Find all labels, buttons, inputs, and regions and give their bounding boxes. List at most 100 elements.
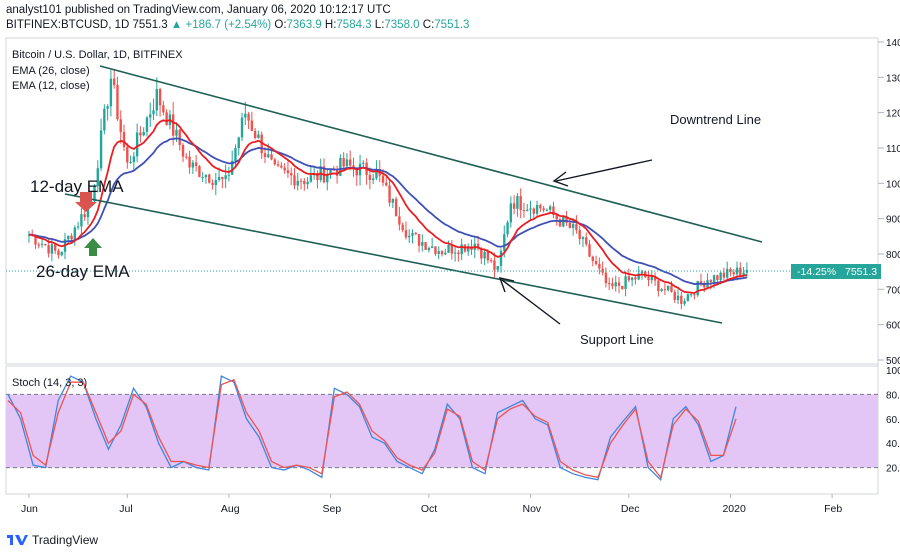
candle-body [585,237,588,245]
candle-body [112,78,116,85]
ema12-annotation: 12-day EMA [30,177,124,196]
candle-body [548,206,552,210]
candle-body [352,165,355,169]
price-tick-label: 11000.0 [886,144,900,155]
last-price-tag [791,264,881,279]
candle-body [276,164,280,166]
candle-body [657,280,660,292]
candle-body [519,196,522,211]
candle-body [86,205,90,218]
stoch-tick-label: 20.00 [886,464,900,475]
candle-body [391,199,395,203]
candle-body [355,168,358,176]
candle-body [427,248,431,250]
candle-body [181,145,185,157]
candle-body [394,199,398,217]
ema12-marker-arrow-icon [75,192,97,212]
price-pane [5,37,879,365]
candle-body [208,174,211,183]
candle-body [539,204,542,209]
candle-body [230,160,234,175]
legend-title: Bitcoin / U.S. Dollar, 1D, BITFINEX [12,49,183,61]
downtrend-label: Downtrend Line [670,112,761,127]
candle-body [686,294,690,301]
candle-body [696,280,699,296]
candle-body [729,268,732,273]
time-tick-label: Dec [621,503,640,515]
candle-body [290,173,293,176]
price-tick-label: 5000.0 [886,356,900,367]
candle-body [270,154,273,160]
candle-body [601,268,604,273]
candle-body [227,174,231,176]
candle-body [50,244,54,254]
price-tick-label: 9000.0 [886,215,900,226]
candle-body [637,273,640,280]
time-tick-label: Sep [323,503,342,515]
candle-body [699,280,703,284]
ema26-marker-arrow-icon [84,238,102,256]
ema26-annotation: 26-day EMA [36,262,130,281]
candle-body [126,147,129,163]
candle-body [44,244,47,246]
candle-body [57,250,60,256]
candle-body [260,134,263,154]
candle-body [309,175,313,182]
candle-body [493,260,496,270]
candle-body [483,251,486,259]
candle-body [96,168,99,187]
candle-body [191,162,195,168]
time-tick-label: Oct [421,503,437,515]
candle-body [430,246,434,249]
candle-body [506,222,509,235]
candle-body [575,224,578,231]
ohlc-line: BITFINEX:BTCUSD, 1D 7551.3 ▲ +186.7 (+2.… [6,19,470,31]
candle-body [670,285,673,292]
candle-body [647,277,650,281]
candle-body [630,277,634,281]
candle-body [162,105,165,113]
time-axis: Jun Jul Aug Sep Oct Nov Dec 2020 Feb [21,494,842,515]
candle-body [201,177,204,179]
candle-body [80,214,83,227]
high-value: 7584.3 [336,19,372,31]
candle-body [617,282,621,286]
price-axis: 14000.0 13000.0 12000.0 11000.0 10000.0 9000.… [878,38,900,367]
candle-body [693,294,696,296]
candle-body [106,106,109,109]
candle-body [480,248,483,259]
candle-body [535,204,539,214]
candle-body [83,214,86,218]
last-change-pct: -14.25% [797,266,836,278]
candle-body [149,114,152,118]
candle-body [132,156,136,162]
candle-body [434,246,437,254]
candle-body [214,180,218,186]
candle-body [293,175,296,186]
price-chart[interactable]: 14000.0 13000.0 12000.0 11000.0 10000.0 9000.… [0,34,900,530]
candle-body [440,251,444,255]
candle-body [726,268,729,278]
candle-body [375,168,378,179]
candle-body [34,235,37,245]
price-tick-label: 12000.0 [886,109,900,120]
candle-body [93,186,96,202]
candle-body [499,250,503,266]
candle-body [417,234,421,246]
candle-body [273,159,277,165]
candle-body [650,276,654,281]
candle-body [676,295,680,300]
candle-body [591,256,594,262]
candle-body [457,252,460,255]
candle-body [303,180,306,185]
candle-body [732,272,735,275]
candles [27,68,749,310]
close-value: 7551.3 [434,19,470,31]
support-label: Support Line [580,332,654,347]
candle-body [142,131,145,136]
candle-body [253,130,257,139]
candle-body [496,265,499,270]
candle-body [607,283,611,285]
price-tick-label: 10000.0 [886,179,900,190]
candle-body [719,272,722,280]
